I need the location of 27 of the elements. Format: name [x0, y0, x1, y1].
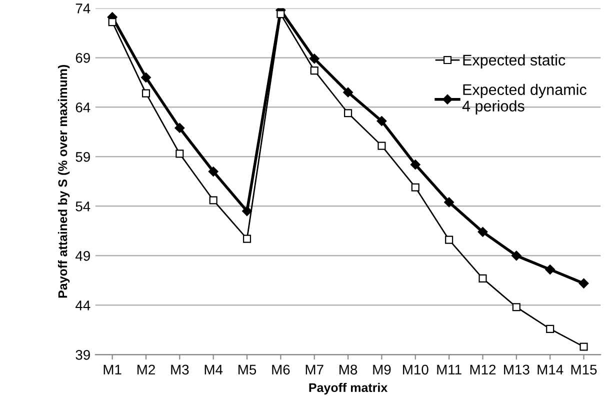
x-tick-label: M15	[571, 364, 597, 375]
y-axis-title: Payoff attained by S (% over maximum)	[58, 64, 70, 298]
x-tick-label: M4	[204, 364, 223, 374]
x-tick-label: M13	[504, 364, 530, 375]
x-tick-label: M10	[403, 364, 428, 375]
x-axis-title: Payoff matrix	[309, 382, 388, 395]
x-tick-label: M3	[171, 364, 189, 375]
y-tick-label: 44	[75, 300, 90, 310]
x-tick-label: M1	[104, 364, 122, 374]
y-tick-label: 49	[75, 251, 90, 261]
x-tick-label: M11	[437, 364, 462, 374]
legend-label: Expected static	[463, 54, 566, 69]
y-tick-label: 69	[76, 53, 90, 63]
x-tick-label: M7	[306, 364, 324, 374]
y-tick-label: 74	[76, 4, 90, 14]
y-tick-label: 54	[76, 202, 90, 212]
x-tick-label: M14	[538, 364, 564, 374]
legend-label: Expected dynamic 4 periods	[462, 84, 586, 115]
x-tick-label: M5	[238, 364, 256, 375]
x-tick-label: M6	[272, 364, 290, 375]
x-tick-label: M8	[340, 364, 358, 375]
y-tick-label: 39	[76, 350, 90, 360]
x-tick-label: M12	[470, 364, 496, 374]
y-tick-label: 59	[76, 152, 90, 162]
x-tick-label: M2	[137, 364, 155, 374]
x-tick-label: M9	[373, 364, 391, 375]
y-tick-label: 64	[76, 102, 90, 112]
